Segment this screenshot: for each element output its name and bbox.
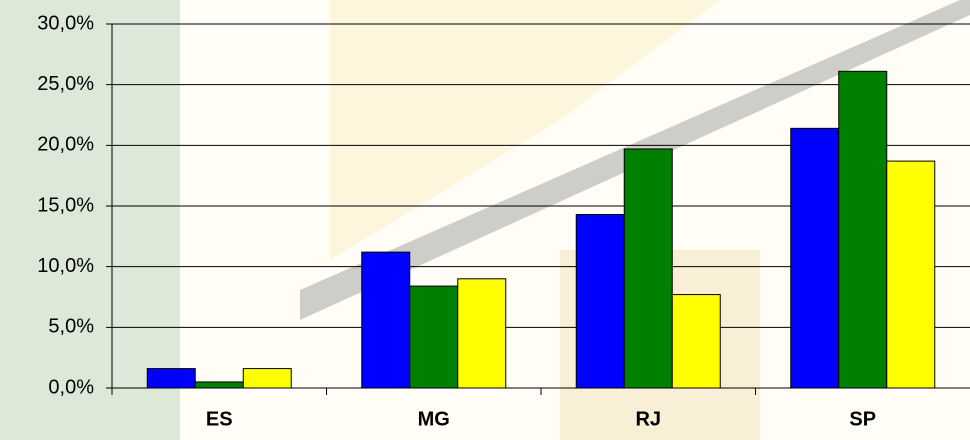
y-tick-label: 0,0%: [48, 376, 94, 398]
bar: [575, 213, 625, 389]
bar: [409, 285, 459, 389]
bar: [146, 368, 196, 389]
left-panel: [0, 0, 180, 440]
shape: [330, 0, 720, 260]
bar: [790, 127, 840, 389]
bar: [838, 70, 888, 389]
bar: [886, 160, 936, 389]
y-tick-label: 5,0%: [48, 316, 94, 338]
y-tick-label: 30,0%: [37, 12, 94, 34]
bar: [457, 278, 507, 389]
y-tick-label: 10,0%: [37, 255, 94, 277]
bar: [671, 294, 721, 389]
x-tick-label: RJ: [635, 408, 661, 430]
bar: [361, 251, 411, 389]
bar: [623, 148, 673, 389]
x-tick-label: SP: [849, 408, 876, 430]
y-tick-label: 25,0%: [37, 73, 94, 95]
bar: [194, 381, 244, 389]
y-tick-label: 20,0%: [37, 134, 94, 156]
y-tick-label: 15,0%: [37, 194, 94, 216]
bar: [242, 368, 292, 389]
x-tick-label: MG: [418, 408, 450, 430]
x-tick-label: ES: [206, 408, 233, 430]
